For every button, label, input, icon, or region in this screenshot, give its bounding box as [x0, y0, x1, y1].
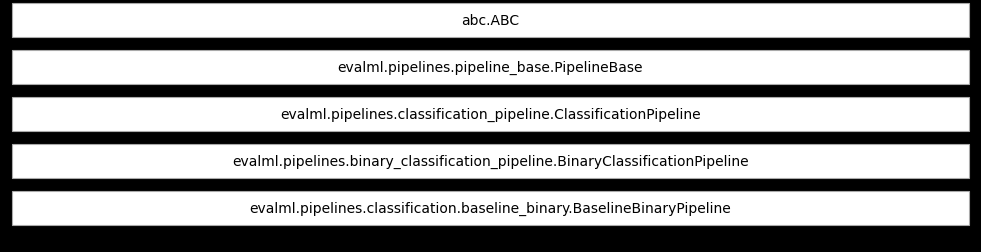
Text: abc.ABC: abc.ABC: [461, 14, 520, 28]
Text: evalml.pipelines.binary_classification_pipeline.BinaryClassificationPipeline: evalml.pipelines.binary_classification_p…: [232, 154, 749, 168]
Bar: [12, 4, 969, 38]
Text: evalml.pipelines.pipeline_base.PipelineBase: evalml.pipelines.pipeline_base.PipelineB…: [337, 61, 644, 75]
Bar: [12, 144, 969, 178]
Bar: [12, 191, 969, 225]
Text: evalml.pipelines.classification.baseline_binary.BaselineBinaryPipeline: evalml.pipelines.classification.baseline…: [249, 201, 732, 215]
Text: evalml.pipelines.classification_pipeline.ClassificationPipeline: evalml.pipelines.classification_pipeline…: [281, 108, 700, 121]
Bar: [12, 98, 969, 132]
Bar: [12, 51, 969, 85]
